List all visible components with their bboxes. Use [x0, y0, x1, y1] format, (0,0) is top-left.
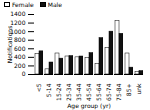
svg-text:600: 600	[14, 45, 26, 52]
svg-text:25-34: 25-34	[65, 83, 72, 101]
svg-text:5-14: 5-14	[45, 83, 52, 97]
svg-text:200: 200	[14, 62, 26, 69]
svg-text:55-64: 55-64	[95, 83, 102, 101]
svg-text:35-44: 35-44	[75, 83, 82, 101]
html-text:Male: Male	[47, 1, 62, 8]
svg-text:65-74: 65-74	[105, 83, 112, 101]
svg-text:15-24: 15-24	[55, 83, 62, 101]
svg-text:45-54: 45-54	[85, 83, 92, 101]
svg-text:85+: 85+	[125, 84, 132, 97]
svg-text:unk: unk	[135, 83, 142, 95]
svg-text:1400: 1400	[10, 10, 25, 17]
svg-text:1000: 1000	[10, 27, 26, 35]
svg-text:Age group (yr): Age group (yr)	[67, 102, 111, 110]
svg-text:0: 0	[22, 70, 26, 77]
svg-text:1200: 1200	[10, 19, 25, 26]
svg-text:75-84: 75-84	[115, 83, 122, 101]
svg-text:Notifications: Notifications	[6, 26, 13, 64]
svg-text:800: 800	[14, 36, 26, 43]
html-text:Female: Female	[12, 1, 34, 8]
svg-text:400: 400	[14, 53, 26, 60]
svg-text:<5: <5	[35, 83, 42, 92]
